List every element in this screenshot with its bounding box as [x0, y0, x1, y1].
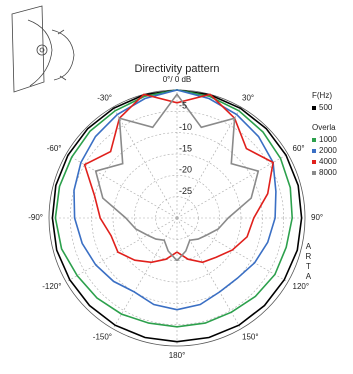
chart-title: Directivity pattern [135, 63, 220, 75]
angular-grid [176, 106, 242, 219]
theta-tick-label: -150° [93, 333, 112, 342]
legend-subtitle: Overla [312, 123, 336, 132]
theta-tick-label: 60° [293, 144, 305, 153]
series-line [73, 89, 277, 311]
legend-title: F(Hz) [312, 91, 332, 100]
legend-swatch [312, 171, 316, 175]
legend-label: 1000 [319, 135, 337, 144]
r-tick-label: -10 [179, 122, 192, 132]
legend-swatch [312, 149, 316, 153]
legend-label: 8000 [319, 168, 337, 177]
angular-grid [176, 153, 289, 219]
legend-swatch [312, 160, 316, 164]
side-label: ARTA [304, 242, 313, 282]
legend-label: 2000 [319, 146, 337, 155]
angular-grid [112, 217, 178, 330]
theta-tick-label: 150° [242, 333, 259, 342]
r-tick-label: -5 [179, 101, 187, 111]
series-line [83, 93, 274, 264]
radial-grid [70, 111, 284, 325]
angular-grid [176, 217, 242, 330]
theta-tick-label: -60° [47, 144, 62, 153]
angular-grid [112, 106, 178, 219]
theta-tick-label: -90° [28, 213, 43, 222]
r-tick-label: -25 [179, 186, 192, 196]
angular-grid [65, 153, 178, 219]
series-line [94, 92, 260, 262]
theta-tick-label: 180° [169, 351, 186, 360]
r-tick-label: -20 [179, 165, 192, 175]
legend-label: 4000 [319, 157, 337, 166]
theta-tick-label: 90° [311, 213, 323, 222]
legend-swatch [312, 138, 316, 142]
theta-tick-label: -30° [97, 94, 112, 103]
theta-tick-label: 30° [242, 94, 254, 103]
r-tick-label: -15 [179, 143, 192, 153]
radial-grid [134, 175, 220, 261]
legend-label: 500 [319, 103, 333, 112]
theta-tick-label: -120° [42, 282, 61, 291]
angular-grid [65, 217, 178, 283]
theta-tick-label: 0°/ 0 dB [163, 75, 192, 84]
legend-swatch [312, 106, 316, 110]
theta-tick-label: 120° [293, 282, 310, 291]
product-icon [11, 5, 75, 93]
